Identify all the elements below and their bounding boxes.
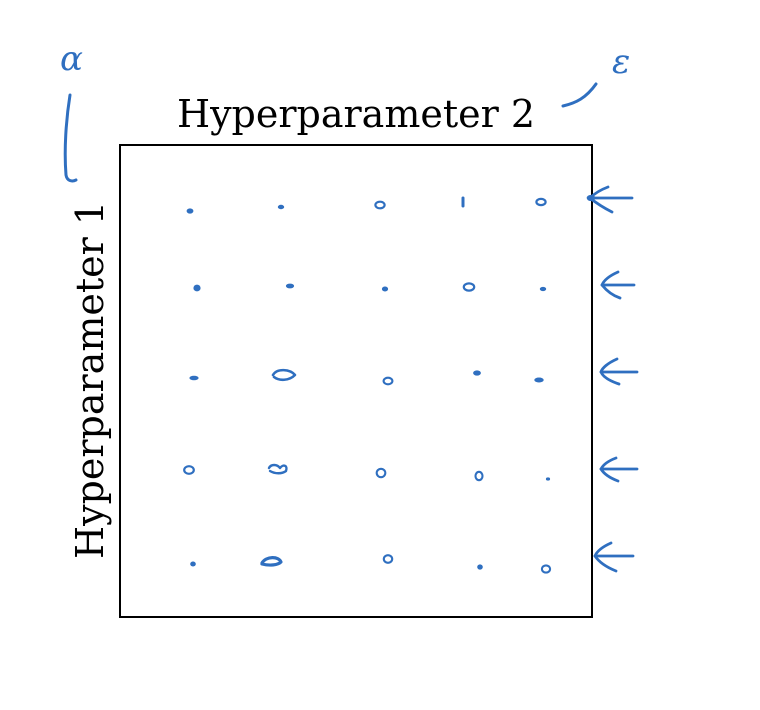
grid-point [382,376,394,386]
grid-point [535,197,547,207]
grid-point [267,463,288,475]
grid-point [190,561,196,567]
grid-point [381,286,389,292]
grid-point [473,370,481,376]
grid-point [374,200,386,210]
grid-point [534,377,544,383]
grid-point [539,286,547,292]
row-arrows [586,185,639,573]
grid-point [382,554,394,564]
grid-point [186,208,194,214]
grid-point [462,282,476,292]
grid-point [271,368,297,382]
arrow-icon [586,194,596,202]
grid-point [277,204,285,210]
arrow-icon [600,270,622,300]
arrow-icon [593,541,618,573]
grid-point [193,284,201,292]
grid-point [477,564,483,570]
grid-point [540,564,552,574]
grid-point [474,470,484,482]
plot-frame [119,144,593,618]
epsilon-connector-stroke [561,82,598,108]
grid-point [189,375,199,381]
epsilon-annotation: ε [612,42,630,82]
grid-points [183,196,552,574]
arrow-icon [599,357,621,386]
grid-point [260,556,283,567]
grid-point [183,465,195,475]
grid-point [545,477,551,481]
hyperparameter-2-label: Hyperparameter 2 [177,92,535,136]
alpha-annotation: α [60,39,83,79]
arrow-icon [599,456,620,483]
grid-point [375,467,387,479]
hyperparameter-1-label: Hyperparameter 1 [68,201,112,559]
alpha-connector-stroke [63,93,78,183]
grid-point [285,283,295,289]
handwritten-annotations: α ε [60,39,630,183]
